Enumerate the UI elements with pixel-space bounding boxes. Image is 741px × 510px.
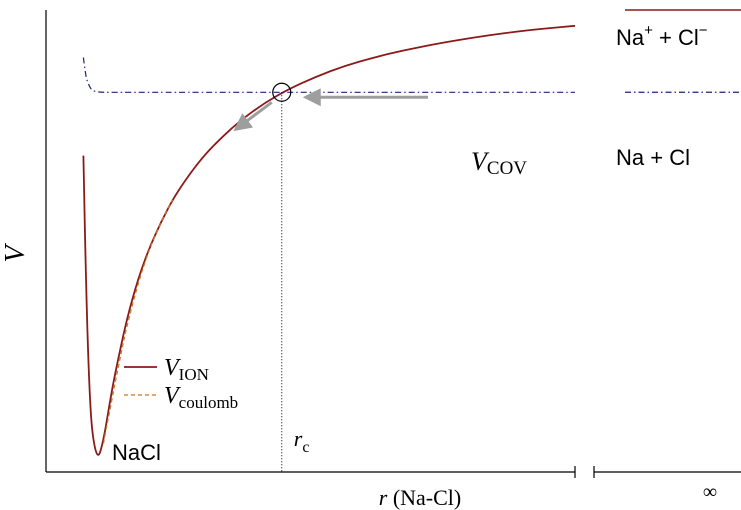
label-ionic-na: Na (616, 25, 645, 50)
legend-label-main-vion: V (164, 355, 181, 381)
label-vcov-sub: COV (487, 158, 527, 179)
series-layer (82, 24, 576, 456)
label-ionic-sup-plus: + (644, 22, 653, 39)
label-ionic-limit: Na+ + Cl− (616, 22, 708, 50)
legend-label-main-vcoulomb: V (164, 383, 181, 409)
legend-label-sub-vcoulomb: coulomb (179, 393, 239, 412)
arrow-along-vion (233, 101, 273, 132)
label-rc-main: r (294, 426, 303, 451)
label-nacl-minimum: NaCl (112, 440, 161, 465)
legend-label-vion: VION (164, 355, 209, 384)
legend-label-sub-vion: ION (179, 365, 209, 384)
legend-label-vcoulomb: Vcoulomb (164, 383, 238, 412)
series-line-vion (82, 24, 576, 456)
label-covalent-limit: Na + Cl (616, 145, 690, 170)
plot-frame (45, 10, 741, 478)
label-ionic-cl: + Cl (653, 25, 699, 50)
label-vcov: VCOV (471, 147, 527, 179)
label-rc: rc (294, 426, 310, 456)
x-axis-label-r: r (379, 485, 388, 510)
x-axis-infinity-label: ∞ (703, 481, 717, 503)
x-axis-label-rest: (Na-Cl) (387, 485, 461, 510)
series-line-vcov (82, 57, 575, 93)
x-axis-label: r (Na-Cl) (379, 485, 461, 510)
series-line-vcoulomb (102, 199, 174, 444)
label-vcov-main: V (471, 147, 490, 176)
y-axis-label: V (0, 243, 31, 263)
label-rc-sub: c (302, 439, 309, 456)
label-ionic-sup-minus: − (699, 22, 708, 39)
crossing-marker (272, 82, 292, 102)
